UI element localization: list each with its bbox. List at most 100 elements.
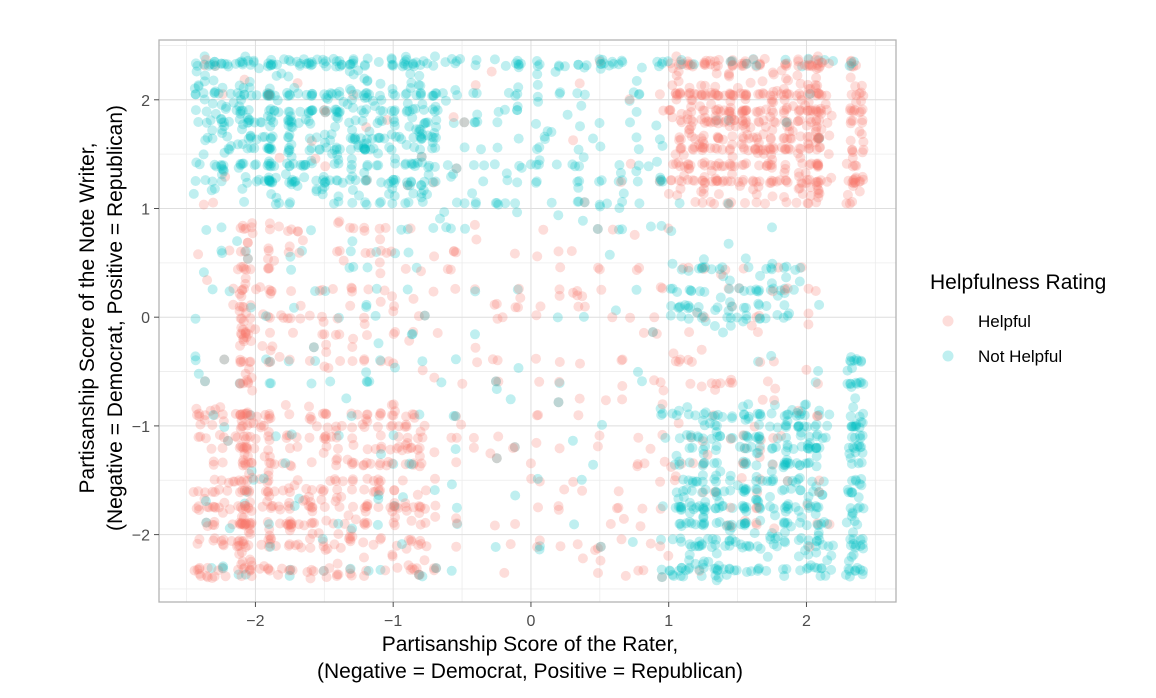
point-not-helpful bbox=[459, 198, 470, 209]
point-helpful bbox=[194, 411, 205, 422]
point-helpful bbox=[387, 410, 397, 421]
point-helpful bbox=[240, 328, 251, 339]
point-not-helpful bbox=[532, 473, 543, 484]
point-not-helpful bbox=[334, 55, 345, 66]
point-helpful bbox=[712, 60, 723, 71]
point-helpful bbox=[737, 132, 748, 143]
point-not-helpful bbox=[306, 90, 317, 101]
point-not-helpful bbox=[389, 177, 400, 188]
point-helpful bbox=[207, 573, 218, 583]
point-helpful bbox=[709, 487, 720, 498]
point-not-helpful bbox=[331, 104, 342, 115]
point-helpful bbox=[414, 451, 425, 462]
point-helpful bbox=[847, 196, 858, 207]
point-helpful bbox=[513, 302, 523, 313]
point-not-helpful bbox=[857, 417, 868, 428]
point-helpful bbox=[264, 491, 275, 502]
point-helpful bbox=[706, 166, 717, 176]
point-helpful bbox=[782, 177, 793, 188]
point-helpful bbox=[698, 188, 709, 199]
point-not-helpful bbox=[810, 509, 821, 520]
point-not-helpful bbox=[765, 491, 775, 502]
point-not-helpful bbox=[386, 105, 397, 116]
point-not-helpful bbox=[236, 56, 247, 67]
point-helpful bbox=[712, 131, 723, 142]
point-helpful bbox=[724, 145, 735, 156]
point-not-helpful bbox=[359, 144, 370, 155]
point-helpful bbox=[264, 312, 275, 323]
point-helpful bbox=[317, 311, 327, 322]
point-helpful bbox=[755, 445, 766, 456]
point-not-helpful bbox=[424, 160, 435, 171]
point-helpful bbox=[240, 434, 251, 445]
point-not-helpful bbox=[400, 198, 411, 209]
point-helpful bbox=[284, 497, 295, 508]
point-not-helpful bbox=[319, 89, 330, 100]
point-not-helpful bbox=[755, 270, 766, 281]
point-not-helpful bbox=[284, 143, 294, 153]
point-not-helpful bbox=[207, 133, 218, 144]
point-helpful bbox=[740, 119, 751, 129]
point-helpful bbox=[296, 542, 307, 553]
point-not-helpful bbox=[588, 459, 599, 470]
point-helpful bbox=[397, 475, 408, 486]
point-helpful bbox=[243, 376, 253, 387]
point-not-helpful bbox=[847, 487, 858, 498]
point-not-helpful bbox=[510, 58, 521, 69]
point-not-helpful bbox=[294, 60, 305, 71]
point-helpful bbox=[707, 176, 718, 187]
point-not-helpful bbox=[795, 517, 805, 528]
point-not-helpful bbox=[337, 177, 348, 188]
point-not-helpful bbox=[726, 519, 737, 530]
point-not-helpful bbox=[804, 457, 815, 468]
point-helpful bbox=[264, 224, 275, 235]
point-not-helpful bbox=[199, 51, 210, 62]
point-helpful bbox=[230, 431, 241, 442]
point-helpful bbox=[451, 541, 462, 552]
point-helpful bbox=[816, 57, 827, 68]
point-not-helpful bbox=[793, 421, 804, 432]
point-helpful bbox=[767, 94, 778, 105]
point-not-helpful bbox=[361, 299, 372, 310]
point-helpful bbox=[751, 517, 762, 528]
point-not-helpful bbox=[452, 90, 463, 101]
point-helpful bbox=[574, 78, 585, 89]
point-not-helpful bbox=[408, 61, 419, 72]
point-not-helpful bbox=[321, 61, 332, 72]
point-not-helpful bbox=[471, 88, 482, 99]
point-helpful bbox=[239, 246, 250, 257]
point-not-helpful bbox=[754, 285, 765, 296]
point-not-helpful bbox=[327, 148, 338, 159]
point-not-helpful bbox=[479, 160, 490, 171]
point-helpful bbox=[304, 355, 315, 366]
point-helpful bbox=[246, 571, 257, 582]
point-not-helpful bbox=[386, 176, 396, 187]
point-helpful bbox=[794, 88, 805, 99]
point-helpful bbox=[432, 328, 443, 338]
point-helpful bbox=[782, 116, 793, 127]
axis-ticks bbox=[154, 99, 807, 607]
point-helpful bbox=[725, 521, 736, 532]
point-helpful bbox=[246, 222, 257, 233]
point-helpful bbox=[347, 457, 357, 468]
point-helpful bbox=[319, 361, 330, 372]
point-not-helpful bbox=[386, 54, 397, 65]
point-not-helpful bbox=[723, 238, 734, 249]
point-not-helpful bbox=[645, 221, 656, 232]
point-not-helpful bbox=[846, 421, 857, 432]
point-helpful bbox=[727, 55, 738, 66]
point-helpful bbox=[810, 126, 821, 137]
point-not-helpful bbox=[683, 300, 694, 311]
point-helpful bbox=[684, 124, 695, 135]
point-not-helpful bbox=[783, 503, 794, 514]
point-helpful bbox=[408, 458, 419, 469]
point-helpful bbox=[237, 536, 248, 547]
point-not-helpful bbox=[779, 288, 790, 299]
point-not-helpful bbox=[431, 132, 441, 143]
point-not-helpful bbox=[595, 201, 606, 212]
point-helpful bbox=[387, 420, 398, 431]
point-not-helpful bbox=[362, 76, 373, 87]
point-helpful bbox=[741, 105, 752, 116]
point-helpful bbox=[456, 419, 467, 430]
point-not-helpful bbox=[263, 61, 273, 72]
